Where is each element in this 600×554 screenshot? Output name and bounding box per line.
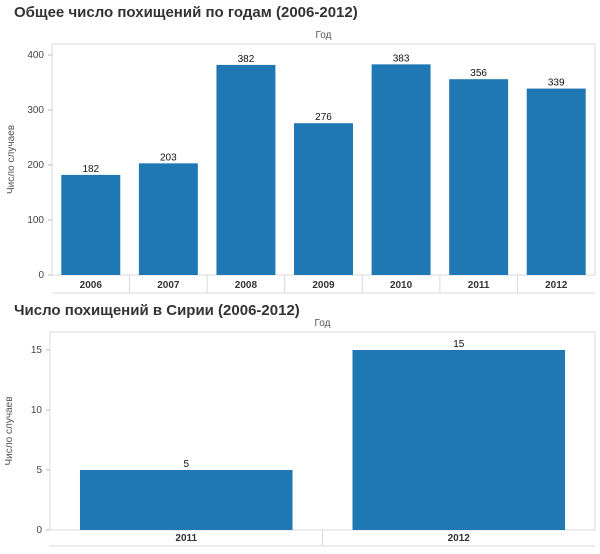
chart-1-category-label: 2012 xyxy=(545,280,568,291)
chart-2-category-label: 2011 xyxy=(175,533,197,544)
chart-1-category-label: 2010 xyxy=(390,280,413,291)
chart-2-title: Число похищений в Сирии (2006-2012) xyxy=(14,302,300,319)
chart-1-bar xyxy=(526,88,586,275)
chart-1-y-tick-label: 300 xyxy=(27,105,44,116)
chart-1-plot: Год Число случаев 0 100 200 300 400 182 2006 203 2… xyxy=(6,30,596,294)
chart-2-y-axis-title: Число случаев xyxy=(4,396,15,465)
chart-1-category-label: 2009 xyxy=(312,280,335,291)
chart-1-data-label: 203 xyxy=(160,152,177,163)
chart-2-data-label: 15 xyxy=(453,339,465,350)
chart-1-bar xyxy=(294,123,353,275)
chart-2-x-axis-title: Год xyxy=(315,318,331,329)
chart-2-y-tick-label: 10 xyxy=(31,405,43,416)
chart-1-bar xyxy=(449,79,509,275)
chart-1-data-label: 339 xyxy=(548,78,565,89)
chart-1-bar xyxy=(216,64,276,276)
chart-1-category-label: 2008 xyxy=(235,280,258,291)
chart-2-y-tick-label: 15 xyxy=(31,345,43,356)
chart-1-data-label: 356 xyxy=(470,68,487,79)
chart-2-y-tick-label: 0 xyxy=(36,525,42,536)
chart-1-bar xyxy=(138,163,198,275)
chart-2-bar xyxy=(79,470,293,530)
chart-1-y-tick-label: 200 xyxy=(27,160,44,171)
chart-1-title: Общее число похищений по годам (2006-201… xyxy=(14,4,358,21)
chart-1-data-label: 382 xyxy=(238,54,255,65)
chart-1-bar xyxy=(371,64,431,275)
chart-1-data-label: 276 xyxy=(315,112,332,123)
chart-1-y-tick-label: 100 xyxy=(27,215,44,226)
chart-1-data-label: 182 xyxy=(82,164,99,175)
chart-1-y-tick-label: 0 xyxy=(38,270,44,281)
chart-2-bar xyxy=(352,350,566,530)
chart-1-category-label: 2007 xyxy=(157,280,180,291)
chart-1-data-label: 383 xyxy=(393,53,410,64)
chart-1-y-axis-title: Число случаев xyxy=(6,125,17,194)
chart-1-category-label: 2011 xyxy=(468,280,490,291)
chart-2-category-label: 2012 xyxy=(448,533,471,544)
chart-1-y-tick-label: 400 xyxy=(27,50,44,61)
chart-1-x-axis-title: Год xyxy=(316,30,332,41)
chart-1-category-label: 2006 xyxy=(80,280,103,291)
chart-2-plot: Год Число случаев 0 5 10 15 5 2011 15 2012 xyxy=(4,318,596,547)
chart-2-data-label: 5 xyxy=(183,459,189,470)
chart-1-bar xyxy=(61,174,121,275)
chart-2-y-tick-label: 5 xyxy=(36,465,42,476)
